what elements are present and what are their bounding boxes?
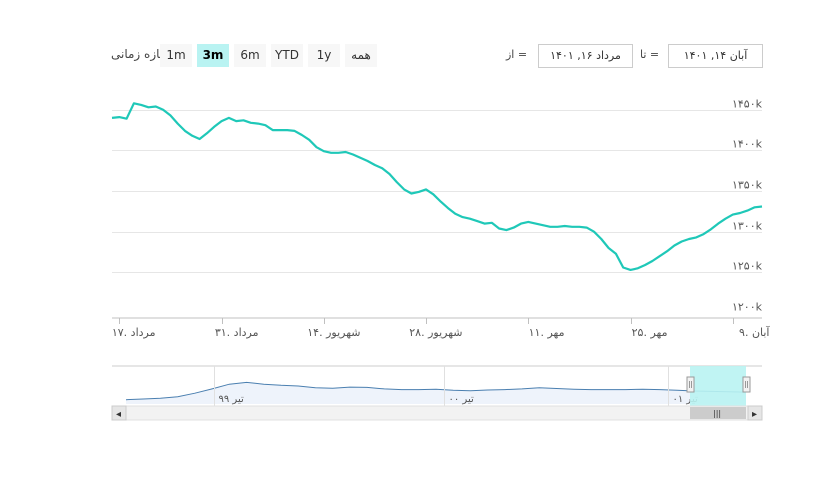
navigator-tick-label: تیر ۰۰ bbox=[449, 394, 474, 405]
x-tick-label: ۲۸. شهریور bbox=[409, 326, 462, 339]
navigator-line bbox=[125, 381, 747, 401]
range-button-ytd[interactable]: YTD bbox=[271, 44, 303, 67]
x-tick-label: ۳۱. مرداد bbox=[215, 326, 259, 339]
scrollbar-left-button[interactable] bbox=[111, 405, 127, 421]
x-axis-labels: ۱۷. مرداد ۳۱. مرداد ۱۴. شهریور ۲۸. شهریور ۱۱… bbox=[112, 318, 770, 339]
x-tick-label: ۱۴. شهریور bbox=[307, 326, 360, 339]
range-button-6m[interactable]: 6m bbox=[234, 44, 266, 67]
y-tick-label: ۱۲۵۰k bbox=[732, 260, 763, 273]
y-axis-labels: ۱۲۰۰k ۱۲۵۰k ۱۳۰۰k ۱۳۵۰k ۱۴۰۰k ۱۴۵۰k bbox=[732, 98, 763, 314]
y-tick-label: ۱۲۰۰k bbox=[732, 301, 763, 314]
grid-lines bbox=[112, 110, 762, 273]
y-tick-label: ۱۳۵۰k bbox=[732, 179, 763, 192]
y-tick-label: ۱۴۵۰k bbox=[732, 98, 763, 111]
series-points bbox=[111, 102, 763, 271]
from-date-label: از = bbox=[506, 48, 528, 61]
range-button-1m[interactable]: 1m bbox=[160, 44, 192, 67]
y-tick-label: ۱۴۰۰k bbox=[732, 138, 763, 151]
x-tick-label: ۲۵. مهر bbox=[632, 326, 668, 339]
x-tick-label: ۱۱. مهر bbox=[529, 326, 565, 339]
scrollbar-right-button[interactable] bbox=[747, 405, 763, 421]
scrollbar-thumb[interactable] bbox=[690, 407, 746, 419]
range-button-3m[interactable]: 3m bbox=[197, 44, 229, 67]
navigator-selected-range[interactable] bbox=[690, 366, 746, 406]
range-button-1y[interactable]: 1y bbox=[308, 44, 340, 67]
navigator-area bbox=[126, 382, 746, 404]
y-tick-label: ۱۳۰۰k bbox=[732, 220, 763, 233]
scrollbar-right-arrow-icon: ▸ bbox=[752, 409, 757, 420]
to-date-input[interactable]: آبان ۱۴, ۱۴۰۱ bbox=[668, 44, 763, 68]
navigator-right-handle[interactable] bbox=[742, 376, 751, 393]
navigator-left-handle[interactable] bbox=[686, 376, 695, 393]
scrollbar-track[interactable] bbox=[111, 405, 763, 421]
series-line bbox=[111, 102, 763, 271]
navigator-tick-label: تیر ۰۱ bbox=[673, 394, 698, 405]
range-selector-label: بازه زمانی bbox=[111, 47, 164, 61]
navigator-tick-label: تیر ۹۹ bbox=[219, 394, 244, 405]
scrollbar-left-arrow-icon: ◂ bbox=[116, 409, 121, 420]
scrollbar-grip-icon: ||| bbox=[713, 409, 721, 418]
x-tick-label: ۹. آبان bbox=[739, 325, 770, 339]
to-date-label: تا = bbox=[640, 48, 660, 61]
x-tick-label: ۱۷. مرداد bbox=[112, 326, 156, 339]
range-button-all[interactable]: همه bbox=[345, 44, 377, 67]
from-date-input[interactable]: مرداد ۱۶, ۱۴۰۱ bbox=[538, 44, 633, 68]
navigator-ticks: تیر ۹۹ تیر ۰۰ تیر ۰۱ bbox=[214, 366, 698, 406]
